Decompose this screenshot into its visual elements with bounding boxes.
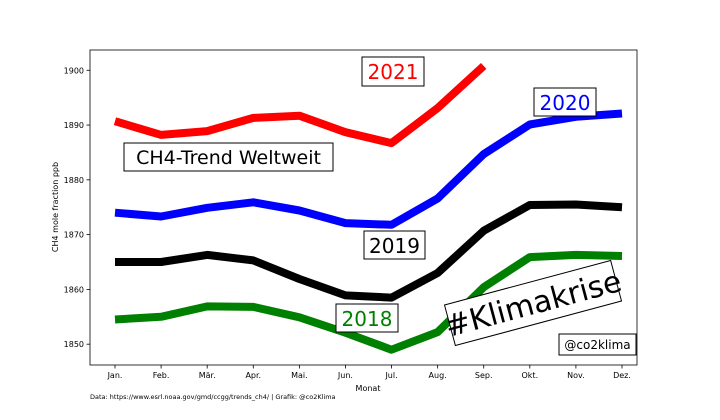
annotation-title-box: CH4-Trend Weltweit [123,142,334,172]
label-2020: 2020 [540,91,591,115]
x-tick-label: Nov. [567,371,585,380]
x-tick-label: Jul. [384,371,397,380]
x-tick-label: Okt. [522,371,539,380]
series-line-2019 [115,200,623,302]
annotation-handle-text: @co2klima [564,338,630,352]
x-tick-label: Aug. [429,371,447,380]
series-line-2018 [114,250,623,354]
label-2021: 2021 [368,60,419,84]
label-2018-box: 2018 [335,303,399,333]
x-axis-ticks: Jan. Feb. Mär. Apr. Mai. Jun. Jul. Aug. Sep. Okt.… [107,365,631,380]
x-tick-label: Apr. [245,371,261,380]
plot-frame [89,49,638,366]
x-tick-label: Jun. [337,371,353,380]
y-tick-label: 1890 [64,121,84,130]
y-axis-ticks: 1850 1860 1870 1880 1890 1900 [64,66,90,349]
y-tick-label: 1880 [64,176,84,185]
series-line-2021 [113,62,487,148]
y-axis-label: CH4 mole fraction ppb [51,162,60,252]
annotation-hashtag-text: #Klimakrise [441,264,625,345]
y-tick-label: 1860 [64,285,84,294]
label-2018: 2018 [342,307,393,331]
x-tick-label: Feb. [153,371,170,380]
label-2020-box: 2020 [533,87,597,117]
x-tick-label: Mai. [291,371,308,380]
x-axis-label: Monat [356,384,381,393]
annotation-title-text: CH4-Trend Weltweit [136,147,321,169]
source-credit: Data: https://www.esrl.noaa.gov/gmd/ccgg… [90,393,336,401]
annotation-handle-box: @co2klima [558,333,637,356]
y-tick-label: 1850 [64,340,84,349]
label-2019: 2019 [369,234,420,258]
y-tick-label: 1900 [64,66,84,75]
label-2019-box: 2019 [363,230,426,260]
x-tick-label: Dez. [613,371,631,380]
series-line-2020 [114,109,623,229]
label-2021-box: 2021 [361,56,425,87]
series-lines [113,62,623,354]
x-tick-label: Jan. [107,371,123,380]
x-tick-label: Sep. [475,371,493,380]
x-tick-label: Mär. [199,371,216,380]
y-tick-label: 1870 [64,231,84,240]
